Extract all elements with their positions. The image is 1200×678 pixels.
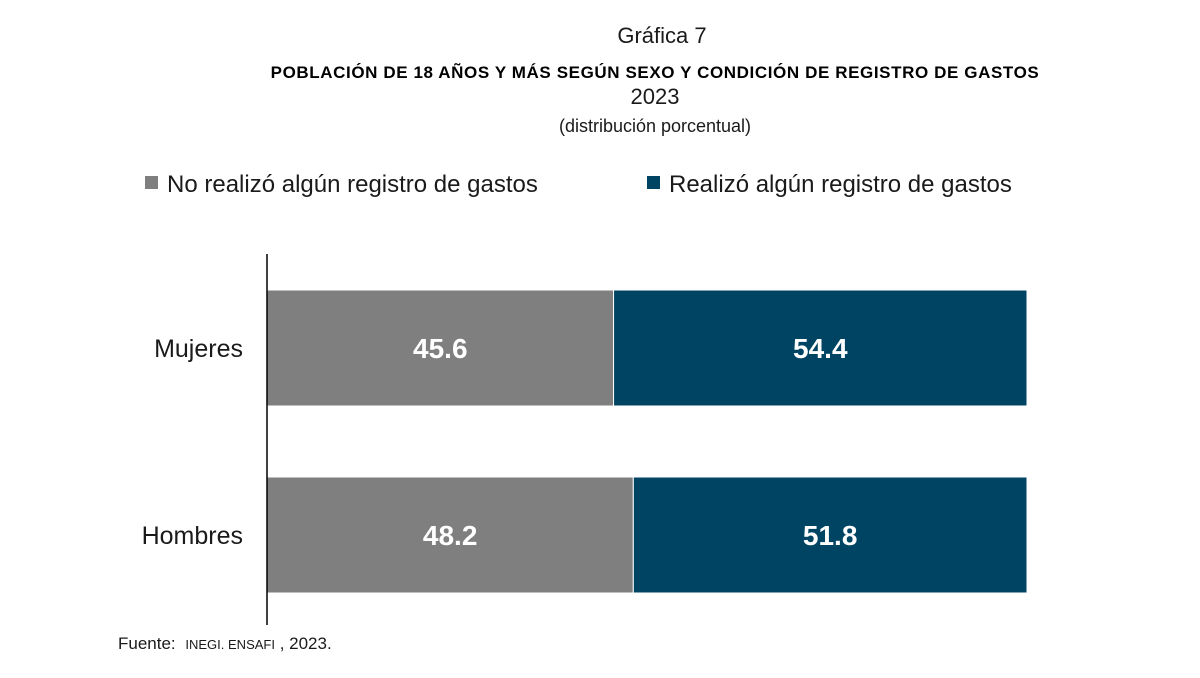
category-labels: Mujeres Hombres bbox=[142, 335, 243, 550]
bar-value-label: 54.4 bbox=[793, 333, 848, 364]
chart-kicker: Gráfica 7 bbox=[617, 23, 706, 48]
legend-label: No realizó algún registro de gastos bbox=[167, 171, 538, 198]
source-text: INEGI. ENSAFI bbox=[185, 637, 275, 652]
bar-segment bbox=[266, 289, 615, 407]
bar-value-label: 48.2 bbox=[423, 520, 478, 551]
bar-value-label: 45.6 bbox=[413, 333, 468, 364]
category-label: Hombres bbox=[142, 522, 243, 550]
bar-segment bbox=[632, 476, 1028, 594]
legend-label: Realizó algún registro de gastos bbox=[669, 171, 1012, 198]
source-label: Fuente: bbox=[118, 634, 176, 653]
bar-segment bbox=[613, 289, 1028, 407]
legend: No realizó algún registro de gastos Reali… bbox=[145, 171, 1012, 198]
bars-group: 45.6 54.4 48.2 51.8 bbox=[266, 289, 1028, 594]
bar-value-label: 51.8 bbox=[803, 520, 858, 551]
chart-title: POBLACIÓN DE 18 AÑOS Y MÁS SEGÚN SEXO Y … bbox=[271, 62, 1040, 82]
bar-segment bbox=[266, 476, 634, 594]
source-note: Fuente: INEGI. ENSAFI , 2023. bbox=[118, 634, 332, 653]
category-label: Mujeres bbox=[154, 335, 243, 363]
chart-subtitle: (distribución porcentual) bbox=[559, 116, 751, 136]
chart-year: 2023 bbox=[631, 84, 680, 109]
source-year: , 2023. bbox=[280, 634, 332, 653]
legend-swatch bbox=[145, 176, 158, 189]
legend-swatch bbox=[647, 176, 660, 189]
